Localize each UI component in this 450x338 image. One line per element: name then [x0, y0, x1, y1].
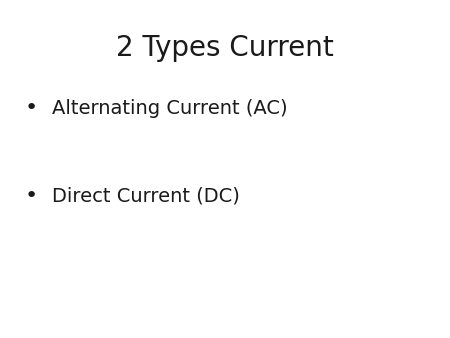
Text: •: • — [25, 186, 38, 206]
Text: Direct Current (DC): Direct Current (DC) — [52, 187, 239, 206]
Text: •: • — [25, 98, 38, 118]
Text: Alternating Current (AC): Alternating Current (AC) — [52, 99, 288, 118]
Text: 2 Types Current: 2 Types Current — [116, 34, 334, 62]
